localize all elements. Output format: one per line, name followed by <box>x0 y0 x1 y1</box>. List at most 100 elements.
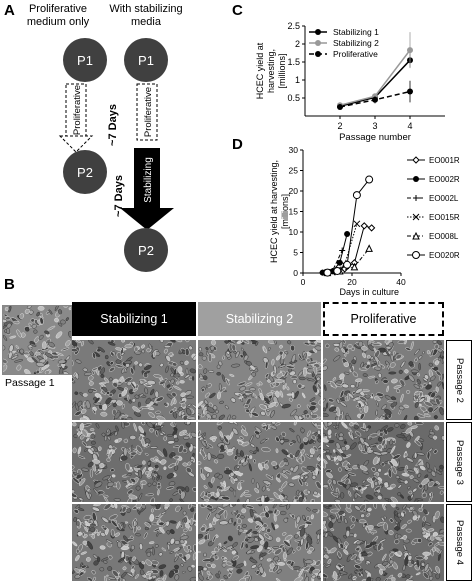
row-label-passage-4-text: Passage 4 <box>453 520 465 565</box>
chart-c-point <box>337 104 343 110</box>
chart-d-legend-label: EO001R <box>429 156 460 165</box>
chart-d-point <box>365 175 374 184</box>
header-stabilizing-2: Stabilizing 2 <box>198 302 321 336</box>
chart-d-ylabel-line: [millions] <box>280 194 290 229</box>
chart-d-point <box>353 220 361 228</box>
row-label-passage-3: Passage 3 <box>446 422 472 502</box>
chart-c-ylabel-line: harvesting, <box>266 49 276 93</box>
chart-c-ytick-label: 2 <box>295 39 300 49</box>
chart-c-xtick-label: 4 <box>407 121 412 131</box>
panel-c-letter: C <box>232 2 243 19</box>
row-label-passage-2-text: Passage 2 <box>453 357 465 403</box>
header-proliferative: Proliferative <box>323 302 444 336</box>
panel-a-letter: A <box>4 2 15 19</box>
p2-circle-left <box>63 150 107 194</box>
micrograph-passage-3-col-1 <box>72 422 196 502</box>
chart-d-point <box>344 231 351 238</box>
chart-c-ytick-label: 1.5 <box>287 57 300 67</box>
chart-d-ytick-label: 20 <box>289 186 299 196</box>
chart-d-ytick-label: 10 <box>289 227 299 237</box>
chart-c-xtick-label: 2 <box>337 121 342 131</box>
chart-d-legend-label: EO008L <box>429 232 459 241</box>
chart-c-legend-marker <box>315 29 321 35</box>
micrograph-passage-1 <box>2 305 72 375</box>
chart-d-point <box>360 222 368 230</box>
col1-title-line2: medium only <box>27 16 90 28</box>
chart-d-point <box>350 262 359 271</box>
chart-c-ylabel-line: HCEC yield at <box>255 42 265 99</box>
chart-d-legend-label: EO002R <box>429 175 460 184</box>
panel-d-letter: D <box>232 136 243 153</box>
micrograph-passage-4-col-3 <box>323 504 444 581</box>
chart-c-point <box>407 88 413 95</box>
micrograph-passage-3-col-3 <box>323 422 444 502</box>
proliferative-arrow-right <box>136 83 158 141</box>
panel-a-diagram: Proliferative medium only With stabilizi… <box>27 3 183 272</box>
chart-d-point <box>352 191 361 200</box>
chart-d-point <box>336 259 343 266</box>
chart-d-point <box>343 260 352 269</box>
p1-circle-left <box>63 38 107 82</box>
p1-label-right: P1 <box>138 53 154 68</box>
chart-d-xtick-label: 0 <box>301 277 306 287</box>
days-label-left: ~7 Days <box>107 104 119 146</box>
chart-d-ytick-label: 0 <box>293 268 298 278</box>
proliferative-arrow-left-label: Proliferative <box>72 85 83 135</box>
p1-label-left: P1 <box>77 53 93 68</box>
chart-c-xtick-label: 3 <box>372 121 377 131</box>
chart-c-ytick-label: 0.5 <box>287 93 300 103</box>
chart-c-ylabel-line: [millions] <box>277 53 287 88</box>
chart-d-legend-marker <box>413 195 419 201</box>
micrograph-passage-4-col-2 <box>198 504 321 581</box>
micrograph-passage-4-col-1 <box>72 504 196 581</box>
chart-d-xtick-label: 20 <box>347 277 357 287</box>
chart-c-point <box>372 96 378 103</box>
micrograph-passage-2-col-2 <box>198 340 321 420</box>
chart-d-ytick-label: 15 <box>289 207 299 217</box>
chart-c-legend-label: Proliferative <box>333 49 378 59</box>
chart-d-point <box>333 266 342 275</box>
p1-circle-right <box>124 38 168 82</box>
chart-d-legend-marker <box>413 176 419 182</box>
chart-c-ytick-label: 2.5 <box>287 21 300 31</box>
row-label-passage-3-text: Passage 3 <box>453 439 465 485</box>
col1-title-line1: Proliferative <box>29 3 87 15</box>
p2-label-right: P2 <box>138 243 154 258</box>
chart-d-legend-marker <box>412 213 420 221</box>
p2-circle-right <box>124 228 168 272</box>
micrograph-passage-3-col-2 <box>198 422 321 502</box>
micrograph-passage-2-col-3 <box>323 340 444 420</box>
stabilizing-arrow <box>134 148 160 208</box>
days-label-right: ~7 Days <box>113 175 125 217</box>
chart-d-legend-label: EO015R <box>429 213 460 222</box>
chart-d-xtick-label: 40 <box>396 277 406 287</box>
chart-d-ytick-label: 5 <box>293 248 298 258</box>
chart-c-legend-label: Stabilizing 2 <box>333 38 379 48</box>
chart-d-ytick-label: 25 <box>289 166 299 176</box>
p2-label-left: P2 <box>77 165 93 180</box>
chart-d-point <box>367 224 376 232</box>
panel-b-letter: B <box>4 276 15 293</box>
chart-c-legend-marker <box>315 40 321 46</box>
chart-d-legend-label: EO002L <box>429 194 459 203</box>
chart-d-point <box>323 268 332 277</box>
row-label-passage-4: Passage 4 <box>446 504 472 581</box>
chart-c-ytick-label: 1 <box>295 75 300 85</box>
chart-d-legend-marker <box>412 156 420 164</box>
chart-d-legend-marker <box>412 251 420 259</box>
chart-d-legend-marker <box>412 231 420 240</box>
micrograph-passage-2-col-1 <box>72 340 196 420</box>
col2-title-line1: With stabilizing <box>109 3 182 15</box>
chart-c-point <box>407 47 413 54</box>
chart-c-legend-marker <box>315 51 321 57</box>
chart-d-legend-label: EO020R <box>429 251 460 260</box>
chart-d-series-line <box>332 223 358 273</box>
chart-c-legend-label: Stabilizing 1 <box>333 27 379 37</box>
passage-1-label: Passage 1 <box>5 377 55 389</box>
chart-d-xlabel: Days in culture <box>339 287 399 297</box>
chart-d-ytick-label: 30 <box>289 145 299 155</box>
chart-c-xlabel: Passage number <box>339 132 411 143</box>
col2-title-line2: media <box>131 16 162 28</box>
